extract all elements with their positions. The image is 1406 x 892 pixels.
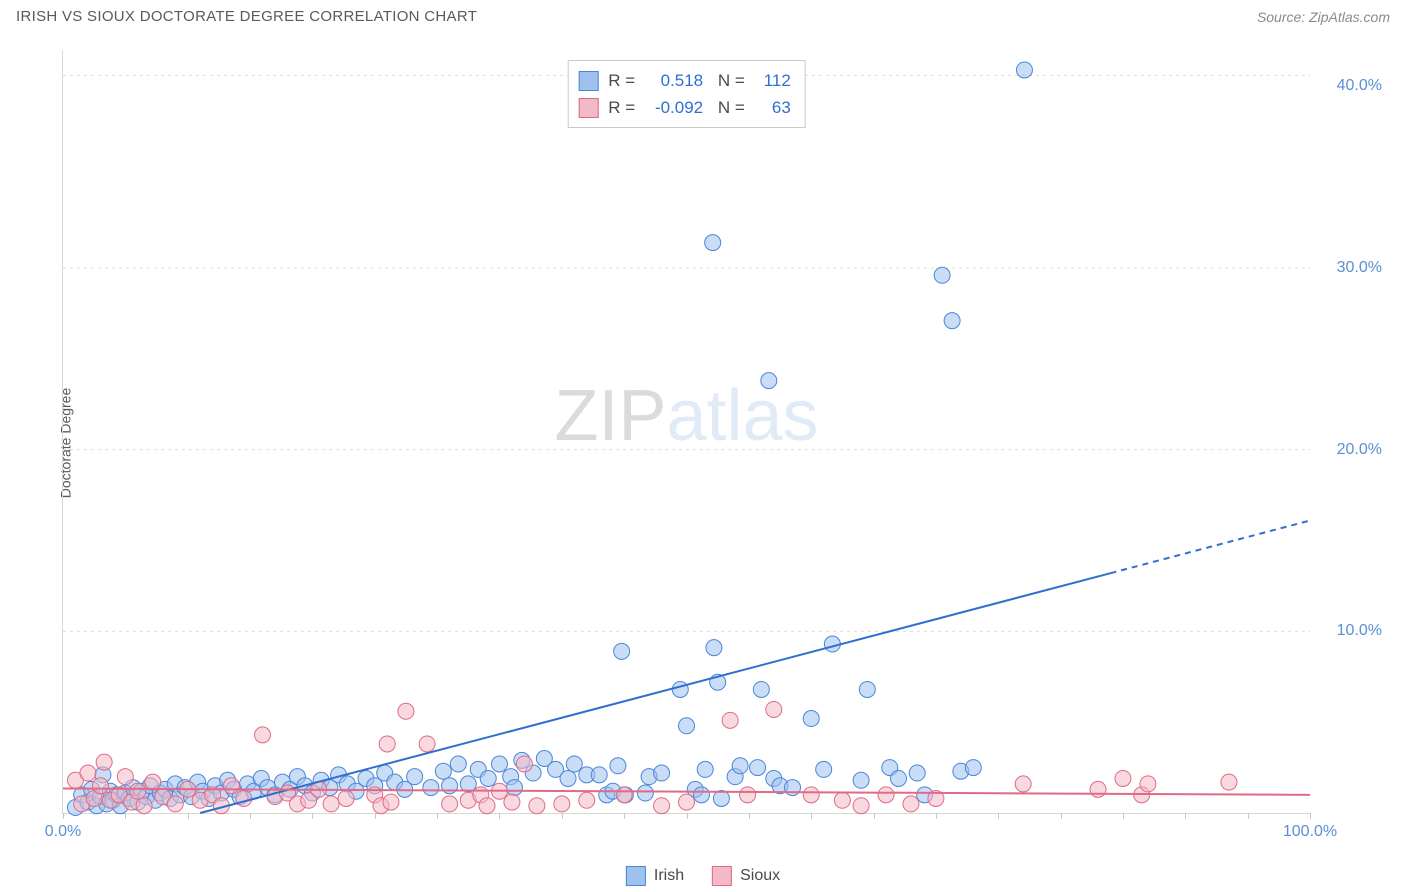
- stats-row: R = 0.518 N = 112: [578, 67, 791, 94]
- stat-n-value: 112: [755, 67, 791, 94]
- series-swatch: [578, 98, 598, 118]
- stat-r-label: R =: [608, 94, 635, 121]
- stat-r-value: 0.518: [645, 67, 703, 94]
- y-tick-label: 20.0%: [1318, 441, 1382, 459]
- source-text: Source: ZipAtlas.com: [1257, 9, 1390, 25]
- stat-r-label: R =: [608, 67, 635, 94]
- stat-r-value: -0.092: [645, 94, 703, 121]
- stat-n-label: N =: [713, 94, 745, 121]
- y-tick-label: 10.0%: [1318, 622, 1382, 640]
- legend: Irish Sioux: [626, 866, 780, 886]
- chart-area: Doctorate Degree ZIPatlas R =0.518 N =11…: [16, 42, 1390, 844]
- stat-n-value: 63: [755, 94, 791, 121]
- stat-n-label: N =: [713, 67, 745, 94]
- lines-layer: [63, 50, 1310, 813]
- x-tick-label: 100.0%: [1283, 823, 1337, 841]
- legend-item: Sioux: [712, 866, 780, 886]
- trend-line-extrapolated: [1110, 521, 1310, 574]
- header: IRISH VS SIOUX DOCTORATE DEGREE CORRELAT…: [0, 0, 1406, 29]
- correlation-stats-box: R = 0.518 N = 112 R = -0.092 N = 63: [567, 60, 806, 128]
- legend-item: Irish: [626, 866, 684, 886]
- y-tick-label: 30.0%: [1318, 259, 1382, 277]
- chart-title: IRISH VS SIOUX DOCTORATE DEGREE CORRELAT…: [16, 8, 477, 25]
- y-tick-label: 40.0%: [1318, 77, 1382, 95]
- legend-label: Irish: [654, 867, 684, 885]
- trend-line: [63, 788, 1310, 794]
- legend-swatch: [712, 866, 732, 886]
- legend-swatch: [626, 866, 646, 886]
- legend-label: Sioux: [740, 867, 780, 885]
- x-tick-label: 0.0%: [45, 823, 81, 841]
- plot-region: ZIPatlas R =0.518 N =112R =-0.092 N =63 …: [62, 50, 1310, 814]
- trend-line: [200, 573, 1110, 813]
- stats-row: R = -0.092 N = 63: [578, 94, 791, 121]
- series-swatch: [578, 71, 598, 91]
